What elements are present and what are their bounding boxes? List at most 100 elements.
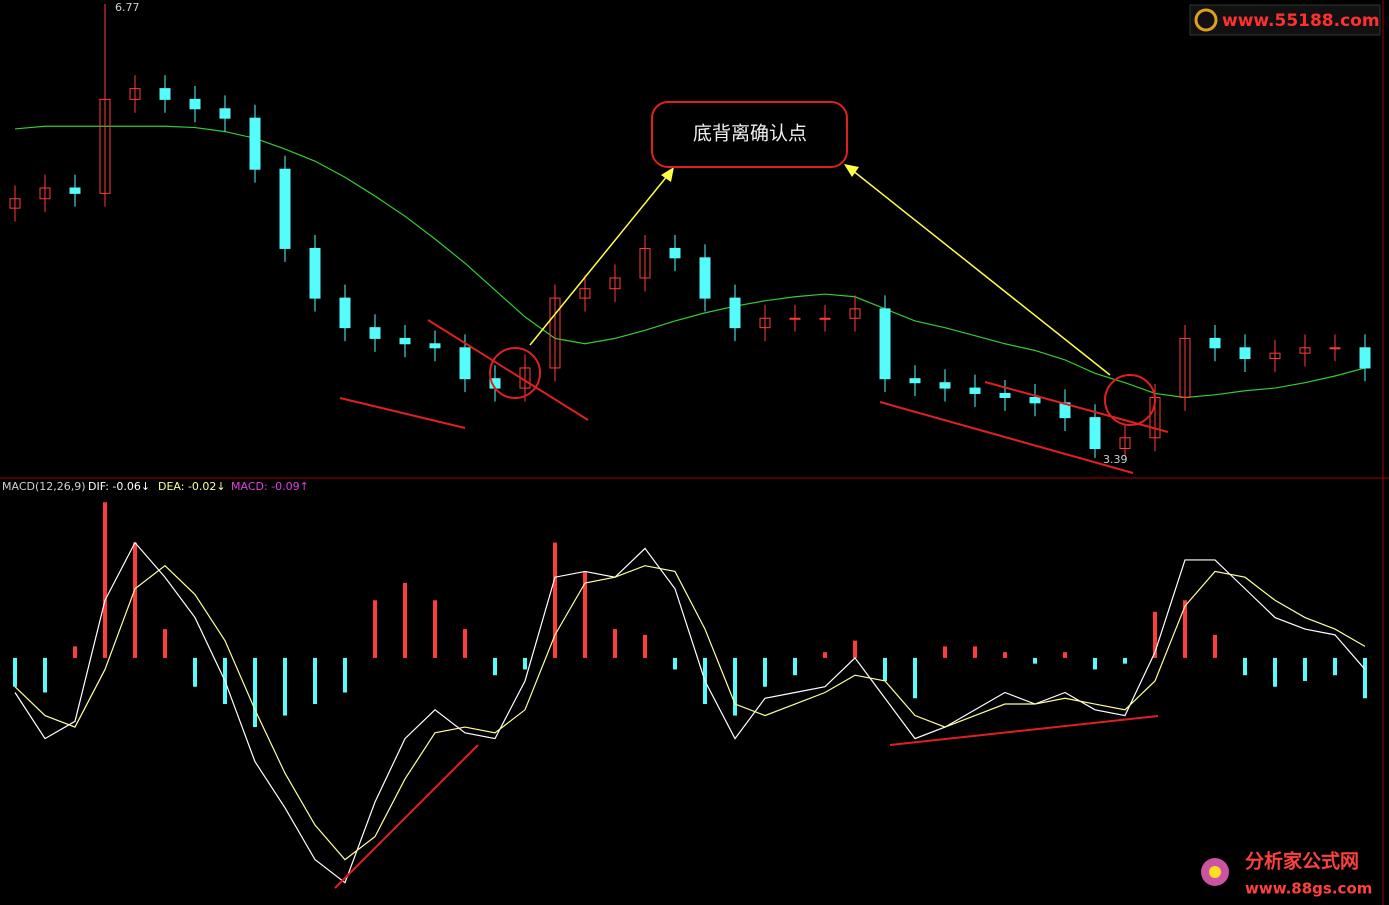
candle-body (309, 247, 321, 299)
legend-macd: MACD: -0.09↑ (231, 480, 309, 493)
candle-body (939, 382, 951, 389)
macd-bar (613, 629, 617, 658)
macd-bar (523, 657, 527, 670)
macd-bar (1243, 657, 1247, 676)
low-label: 3.39 (1103, 453, 1128, 466)
macd-bar (373, 600, 377, 658)
candle-body (1359, 347, 1371, 369)
candle-body (1029, 396, 1041, 404)
candle-body (969, 387, 981, 394)
candle-body (849, 308, 861, 319)
watermark: www.88gs.com (1245, 880, 1372, 898)
legend-dea: DEA: -0.02↓ (158, 480, 226, 493)
macd-bar (133, 542, 137, 658)
candle-body (189, 98, 201, 110)
candle-body (1269, 352, 1281, 360)
macd-bar (673, 657, 677, 670)
candle-body (1089, 417, 1101, 450)
macd-bar (13, 657, 17, 687)
macd-bar (163, 629, 167, 658)
macd-bar (943, 646, 947, 658)
candle-body (129, 88, 141, 100)
watermark: 分析家公式网 (1245, 850, 1359, 873)
candle-body (1209, 337, 1221, 349)
candle-body (99, 98, 111, 194)
candle-body (609, 277, 621, 290)
macd-bar (1183, 600, 1187, 658)
macd-line (14, 541, 1366, 884)
macd-bar (1333, 657, 1337, 676)
arrow-head (844, 164, 859, 177)
macd-bar (913, 657, 917, 699)
candle-body (429, 343, 441, 349)
watermark-box (1189, 4, 1381, 36)
candle-body (819, 317, 831, 320)
macd-bar (1303, 657, 1307, 681)
macd-bar (283, 657, 287, 716)
macd-bar (1123, 657, 1127, 664)
macd-bar (193, 657, 197, 687)
macd-bar (793, 657, 797, 676)
candle-body (579, 288, 591, 299)
logo (1209, 866, 1221, 878)
macd-bar (1213, 634, 1217, 658)
macd-line (14, 564, 1366, 861)
trend-line (334, 744, 479, 889)
candle-body (459, 347, 471, 380)
macd-bar (433, 600, 437, 658)
candle-body (669, 247, 681, 259)
macd-bar (643, 634, 647, 658)
circle-mark (489, 347, 541, 399)
macd-bar (463, 629, 467, 658)
macd-header: MACD(12,26,9) DIF: -0.06↓ DEA: -0.02↓ MA… (2, 480, 309, 493)
candle-body (729, 297, 741, 329)
macd-bar (883, 657, 887, 681)
macd-bar (73, 646, 77, 658)
candle-body (879, 308, 891, 380)
macd-bar (733, 657, 737, 716)
annotations (334, 101, 1169, 889)
arrow-head (661, 167, 674, 182)
trend-line (889, 715, 1159, 746)
macd-bar (1033, 657, 1037, 664)
macd-bar (1363, 657, 1367, 699)
candle-body (339, 297, 351, 329)
macd-bar (853, 640, 857, 658)
candle-body (279, 168, 291, 249)
circle-mark (1104, 374, 1156, 426)
macd-bar (973, 646, 977, 658)
candle-body (249, 117, 261, 170)
macd-bar (1273, 657, 1277, 687)
macd-bar (1093, 657, 1097, 670)
candle-body (1179, 337, 1191, 398)
candle-body (1329, 347, 1341, 350)
macd-bar (583, 571, 587, 658)
candle-body (399, 337, 411, 345)
candle-body (639, 247, 651, 279)
macd-bar (103, 502, 107, 658)
high-label: 6.77 (115, 1, 140, 14)
candle-body (39, 187, 51, 200)
candle-body (159, 88, 171, 100)
logo (1194, 8, 1218, 32)
macd-bar (343, 657, 347, 693)
trend-line (427, 319, 589, 421)
macd-bar (763, 657, 767, 687)
candle-body (69, 187, 81, 194)
trend-line (879, 401, 1134, 474)
trend-line (339, 397, 466, 429)
macd-bar (253, 657, 257, 728)
macd-bar (1003, 652, 1007, 658)
candle-body (549, 297, 561, 369)
candle-body (909, 378, 921, 384)
moving-average (14, 125, 1366, 399)
candle-body (1239, 347, 1251, 360)
candle-body (219, 108, 231, 119)
macd-bar (1153, 611, 1157, 658)
macd-title: MACD(12,26,9) (2, 480, 86, 493)
macd-bar (553, 542, 557, 658)
marks: 6.77 3.39 (9, 1, 1371, 884)
callout-box (651, 101, 848, 168)
